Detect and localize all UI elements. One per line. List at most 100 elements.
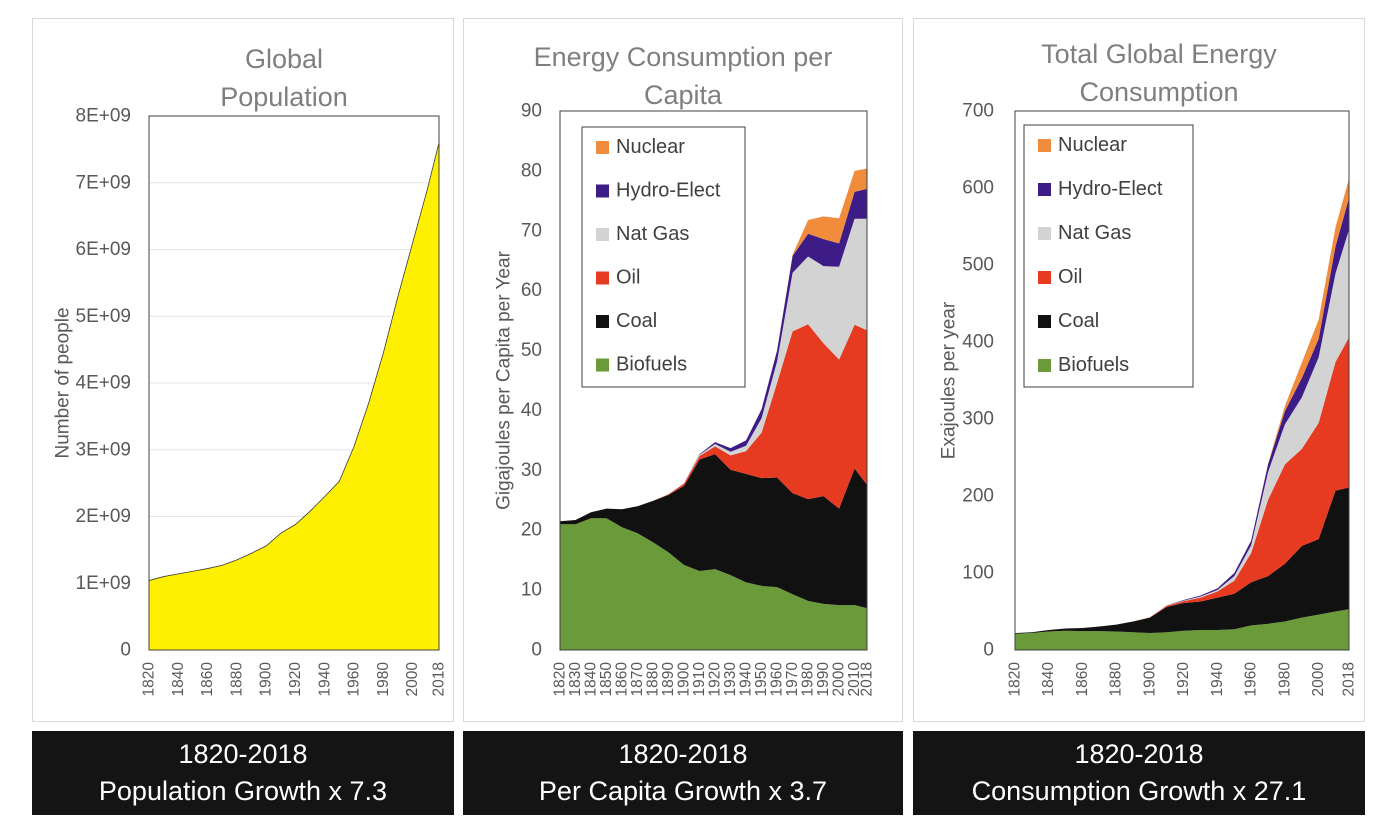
- y-tick-label: 300: [962, 409, 994, 430]
- x-tick-label: 1950: [753, 662, 770, 697]
- x-tick-label: 1970: [784, 662, 801, 697]
- x-tick-label: 2018: [431, 662, 448, 696]
- y-axis-label: Exajoules per year: [939, 301, 960, 459]
- x-tick-label: 1900: [1141, 662, 1158, 697]
- y-tick-label: 700: [962, 101, 994, 122]
- y-tick-label: 30: [521, 460, 542, 481]
- x-tick-label: 1820: [1007, 662, 1024, 697]
- y-tick-label: 8E+09: [76, 106, 131, 127]
- x-tick-label: 1960: [1243, 662, 1260, 697]
- x-tick-label: 1940: [738, 662, 755, 697]
- x-tick-label: 1910: [691, 662, 708, 697]
- legend-swatch-nat-gas: [1038, 227, 1051, 240]
- y-tick-label: 0: [120, 640, 131, 661]
- y-tick-label: 2E+09: [76, 506, 131, 527]
- y-tick-label: 500: [962, 255, 994, 276]
- plot-border: [148, 115, 440, 651]
- legend-swatch-biofuels: [1038, 359, 1051, 372]
- legend-swatch-hydro-elect: [596, 184, 609, 198]
- x-tick-label: 1900: [258, 662, 275, 697]
- x-tick-label: 2010: [846, 662, 863, 697]
- x-tick-label: 1940: [1209, 662, 1226, 697]
- x-tick-label: 1980: [375, 662, 392, 697]
- total-consumption-chart: Total Global Energy Consumption Exajoules …: [939, 39, 1358, 697]
- x-tick-label: 1840: [583, 662, 600, 697]
- y-tick-label: 5E+09: [76, 306, 131, 327]
- legend-swatch-oil: [1038, 271, 1051, 284]
- x-tick-label: 1900: [676, 662, 693, 697]
- x-tick-label: 1980: [1276, 662, 1293, 697]
- x-tick-label: 1980: [800, 662, 817, 697]
- legend-label-coal: Coal: [616, 310, 657, 332]
- x-tick-label: 2000: [404, 662, 421, 697]
- y-tick-label: 600: [962, 178, 994, 199]
- plot-frame: [559, 110, 868, 651]
- x-tick-label: 1880: [645, 662, 662, 697]
- area-biofuels: [560, 518, 867, 650]
- y-tick-label: 3E+09: [76, 439, 131, 460]
- y-tick-label: 50: [521, 340, 542, 361]
- area-oil: [1015, 337, 1349, 634]
- x-tick-label: 1960: [769, 662, 786, 697]
- legend: Nuclear Hydro-Elect Nat Gas Oil Coal Biofuels: [1023, 124, 1194, 388]
- legend-label-nuclear: Nuclear: [1058, 134, 1127, 156]
- legend-label-nat-gas: Nat Gas: [1058, 222, 1131, 244]
- x-tick-label: 1960: [346, 662, 363, 697]
- x-tick-label: 2000: [1310, 662, 1327, 697]
- legend-label-hydro-elect: Hydro-Elect: [1058, 178, 1163, 200]
- chart-title-line-2: Capita: [644, 80, 723, 110]
- area-oil: [560, 324, 867, 522]
- per-capita-chart: Energy Consumption per Capita Gigajoules p…: [494, 42, 876, 697]
- legend-label-nat-gas: Nat Gas: [616, 223, 689, 245]
- legend-swatch-hydro-elect: [1038, 183, 1051, 196]
- x-tick-label: 1920: [1175, 662, 1192, 697]
- legend-label-oil: Oil: [1058, 266, 1082, 288]
- legend-label-biofuels: Biofuels: [616, 354, 687, 376]
- x-tick-label: 1850: [598, 662, 615, 697]
- x-tick-label: 1930: [722, 662, 739, 697]
- legend-label-nuclear: Nuclear: [616, 136, 685, 158]
- population-chart-panel: Global Population Number of people 0 1E+09 2E…: [32, 18, 454, 722]
- legend-box: [1023, 124, 1194, 388]
- x-tick-label: 1860: [1074, 662, 1091, 697]
- total-consumption-chart-panel: Total Global Energy Consumption Exajoules …: [913, 18, 1365, 722]
- x-tick-label: 1890: [660, 662, 677, 697]
- total-caption: 1820-2018 Consumption Growth x 27.1: [913, 731, 1365, 815]
- x-tick-label: 1830: [567, 662, 584, 697]
- x-tick-label: 2000: [831, 662, 848, 697]
- legend-swatch-oil: [596, 271, 609, 285]
- y-tick-label: 100: [962, 563, 994, 584]
- y-tick-label: 7E+09: [76, 172, 131, 193]
- per-capita-caption-period: 1820-2018: [618, 739, 748, 769]
- x-tick-label: 1990: [815, 662, 832, 697]
- y-tick-label: 10: [521, 580, 542, 601]
- x-tick-label: 1820: [552, 662, 569, 697]
- population-chart: Global Population Number of people 0 1E+09 2E…: [53, 44, 448, 697]
- y-tick-label: 80: [521, 160, 542, 181]
- population-caption-growth: Population Growth x 7.3: [98, 776, 388, 806]
- x-tick-label: 1880: [228, 662, 245, 697]
- chart-title-line-1: Total Global Energy: [1041, 39, 1277, 69]
- x-tick-label: 2018: [1341, 662, 1358, 696]
- x-tick-label: 1840: [170, 662, 187, 697]
- y-tick-label: 0: [531, 640, 542, 661]
- y-axis-label: Number of people: [53, 307, 74, 458]
- y-tick-label: 40: [521, 400, 542, 421]
- legend-label-biofuels: Biofuels: [1058, 354, 1129, 376]
- legend-box: [581, 126, 746, 388]
- x-tick-label: 1820: [141, 662, 158, 697]
- population-caption: 1820-2018 Population Growth x 7.3: [32, 731, 454, 815]
- area-hydro-elect: [560, 188, 867, 522]
- population-caption-period: 1820-2018: [178, 739, 308, 769]
- x-tick-label: 1940: [316, 662, 333, 697]
- y-tick-label: 60: [521, 280, 542, 301]
- legend-label-hydro-elect: Hydro-Elect: [616, 180, 721, 202]
- legend-swatch-nuclear: [1038, 139, 1051, 152]
- total-caption-period: 1820-2018: [1074, 739, 1204, 769]
- per-capita-caption-growth: Per Capita Growth x 3.7: [538, 776, 828, 806]
- y-tick-label: 400: [962, 332, 994, 353]
- y-tick-label: 4E+09: [76, 373, 131, 394]
- x-tick-label: 1870: [629, 662, 646, 697]
- area-coal: [560, 454, 867, 609]
- area-biofuels: [1015, 609, 1349, 650]
